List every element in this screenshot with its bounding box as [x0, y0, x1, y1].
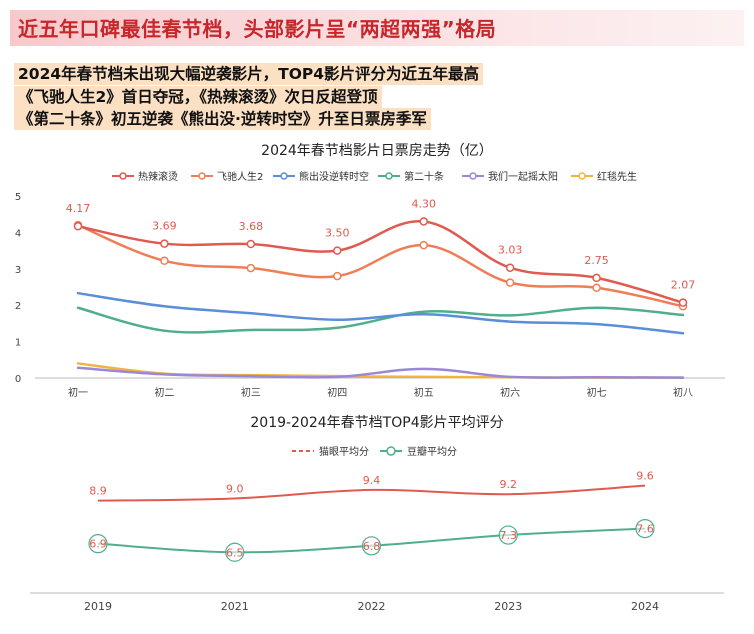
legend-label: 熊出没逆转时空 [299, 170, 369, 183]
legend-label: 热辣滚烫 [138, 170, 178, 183]
x-tick-label: 2022 [358, 600, 386, 613]
y-tick-label: 3 [15, 265, 21, 276]
data-label: 3.68 [239, 220, 264, 233]
data-label: 7.6 [636, 523, 654, 536]
data-point [333, 271, 342, 281]
data-label: 7.3 [500, 529, 518, 542]
data-point [246, 263, 256, 273]
data-point [246, 239, 256, 249]
data-label: 2.07 [671, 279, 696, 292]
chart-title: 2024年春节档影片日票房走势（亿） [261, 143, 493, 159]
legend-label: 第二十条 [404, 170, 444, 183]
data-point [160, 239, 169, 248]
data-label: 9.4 [363, 474, 381, 487]
x-tick-label: 2021 [221, 600, 249, 613]
series-line [76, 366, 685, 379]
data-label: 6.8 [363, 540, 381, 553]
legend-marker [280, 172, 288, 180]
legend-label: 我们一起摇太阳 [488, 170, 558, 183]
y-tick-label: 4 [15, 228, 21, 239]
subtitle-line-2: 《飞驰人生2》首日夺冠，《热辣滚烫》次日反超登顶 [14, 86, 382, 108]
data-point [498, 525, 518, 545]
x-tick-label: 初七 [587, 386, 607, 399]
data-label: 9.2 [500, 478, 518, 491]
series-line [76, 223, 685, 308]
legend-marker [386, 446, 396, 456]
y-tick-label: 2 [15, 301, 21, 312]
x-tick-label: 2024 [631, 600, 659, 613]
data-point [88, 534, 108, 554]
data-label: 3.50 [325, 227, 350, 240]
data-point [678, 298, 688, 307]
data-label: 9.6 [636, 470, 654, 483]
series-line [76, 306, 685, 334]
data-point [505, 263, 515, 272]
subtitle-line-3: 《第二十条》初五逆袭《熊出没·逆转时空》升至日票房季军 [14, 108, 431, 130]
data-point [73, 221, 83, 231]
data-point [419, 240, 428, 250]
x-tick-label: 初八 [673, 386, 693, 399]
y-tick-label: 1 [15, 338, 21, 349]
legend-marker [578, 172, 586, 180]
data-point [333, 246, 342, 255]
x-tick-label: 初一 [68, 386, 88, 399]
data-label: 3.69 [152, 220, 177, 233]
legend-label: 豆瓣平均分 [407, 446, 457, 458]
legend-marker [385, 172, 393, 180]
data-label: 8.9 [89, 485, 107, 498]
legend-label: 猫眼平均分 [319, 445, 369, 458]
legend-marker [119, 172, 127, 180]
data-point [225, 542, 245, 562]
data-point [505, 278, 515, 287]
x-tick-label: 2019 [84, 600, 112, 613]
legend-marker [469, 172, 477, 180]
page-title: 近五年口碑最佳春节档，头部影片呈“两超两强”格局 [18, 17, 497, 41]
data-point [419, 217, 428, 226]
x-tick-label: 初二 [154, 386, 174, 399]
daily-box-office-chart: 2024年春节档影片日票房走势（亿） 热辣滚烫 飞驰人生2 熊出没逆转时空 第二十条 我们… [15, 143, 725, 399]
data-point [160, 256, 169, 266]
data-label: 2.75 [584, 254, 609, 267]
data-label: 9.0 [226, 483, 244, 496]
series-line [97, 484, 646, 502]
x-tick-label: 初四 [327, 386, 347, 399]
data-label: 6.9 [89, 538, 107, 551]
data-point [635, 518, 655, 539]
data-label: 4.30 [411, 197, 436, 210]
x-tick-label: 初三 [241, 386, 261, 399]
title-band [10, 10, 744, 46]
legend-label: 飞驰人生2 [217, 170, 263, 183]
x-tick-label: 初六 [500, 386, 520, 399]
y-tick-label: 5 [15, 192, 21, 203]
legend-label: 红毯先生 [597, 170, 637, 183]
data-label: 6.5 [226, 546, 244, 559]
data-point [592, 273, 601, 283]
data-label: 3.03 [498, 244, 523, 257]
y-tick-label: 0 [15, 374, 21, 385]
x-tick-label: 2023 [494, 600, 522, 613]
legend-marker [198, 172, 206, 180]
data-point [361, 536, 382, 556]
x-tick-label: 初五 [414, 386, 434, 399]
subtitle-line-1: 2024年春节档未出现大幅逆袭影片，TOP4影片评分为近五年最高 [14, 63, 484, 85]
series-line [76, 220, 685, 304]
data-label: 4.17 [66, 202, 91, 215]
data-point [592, 283, 601, 292]
chart-title: 2019-2024年春节档TOP4影片平均评分 [250, 415, 503, 431]
series-line [76, 291, 685, 335]
